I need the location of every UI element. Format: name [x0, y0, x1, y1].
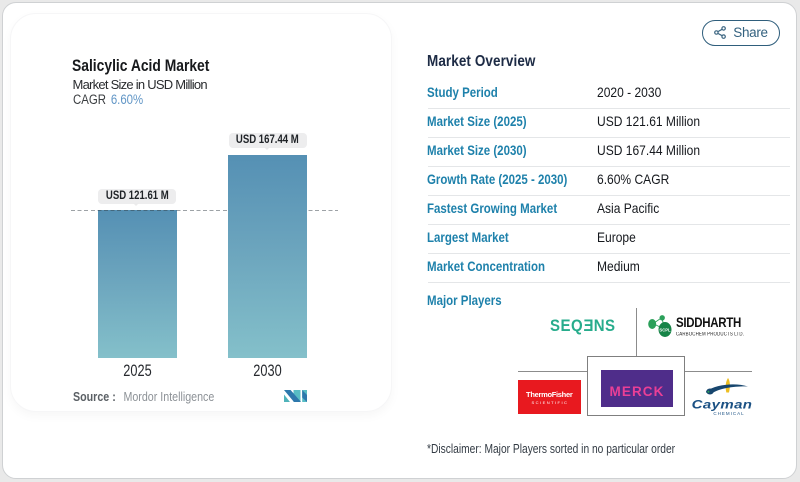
svg-text:SCPL: SCPL — [659, 327, 671, 332]
